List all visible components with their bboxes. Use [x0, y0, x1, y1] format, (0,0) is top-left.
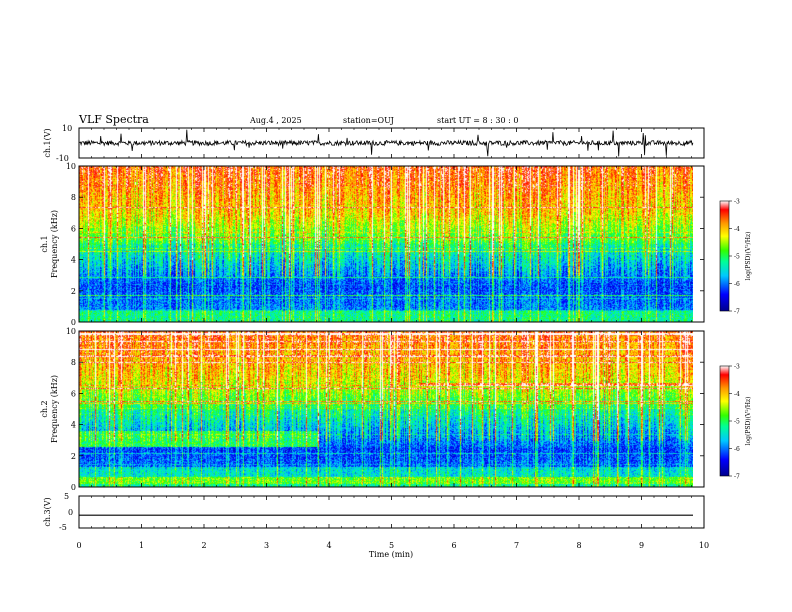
x-tick-label: 0 [76, 541, 81, 550]
ch2-spec-ylabel-ch: ch.2 [40, 400, 49, 417]
spectrogram-ytick-label: 6 [71, 224, 76, 233]
x-tick-label: 1 [139, 541, 144, 550]
ch1-spec-ylabel-freq: Frequency (kHz) [50, 210, 59, 278]
x-tick-label: 2 [201, 541, 206, 550]
colorbar-tick-label: -3 [734, 364, 740, 371]
ch3-ytick-middle: 0 [68, 508, 73, 517]
x-tick-label: 10 [699, 541, 709, 550]
spectrogram-ytick-label: 4 [71, 256, 76, 265]
x-tick-label: 4 [326, 541, 331, 550]
ch2-colorbar-label: log(PSD)(V²/Hz) [745, 397, 752, 446]
x-tick-label: 3 [264, 541, 269, 550]
station-label: station=OUJ [343, 116, 394, 125]
spectrogram-ytick-label: 2 [71, 287, 76, 296]
spectrogram-ytick-label: 10 [66, 327, 76, 336]
colorbar-tick-label: -5 [734, 254, 740, 261]
spectrogram-ytick-label: 6 [71, 389, 76, 398]
spectrogram-ytick-label: 10 [66, 162, 76, 171]
spectrogram-ytick-label: 8 [71, 358, 76, 367]
ch3-ytick-bottom: -5 [59, 523, 67, 532]
ch1-waveform-trace [78, 129, 694, 157]
colorbar-tick-label: -6 [734, 446, 740, 453]
ch2-spectrogram-image [79, 331, 693, 487]
ch1-colorbar [719, 200, 730, 312]
ch1-colorbar-label: log(PSD)(V²/Hz) [745, 232, 752, 281]
colorbar-tick-label: -6 [734, 281, 740, 288]
ch1-ytick-bottom: -10 [56, 154, 69, 163]
ch1-spec-ylabel-ch: ch.1 [40, 235, 49, 252]
ch3-waveform-panel: 5 -5 ch.3(V) [43, 492, 705, 532]
start-ut-label: start UT = 8 : 30 : 0 [437, 116, 518, 125]
colorbar-tick-label: -5 [734, 419, 740, 426]
colorbar-tick-label: -7 [734, 474, 740, 481]
figure-title: VLF Spectra [78, 113, 149, 126]
colorbar-tick-label: -4 [734, 226, 740, 233]
spectrogram-ytick-label: 4 [71, 421, 76, 430]
ch3-ylabel: ch.3(V) [43, 497, 52, 526]
ch1-spectrogram-image [79, 166, 693, 322]
x-axis-label: Time (min) [369, 550, 413, 559]
x-tick-label: 6 [451, 541, 456, 550]
spectrogram-ytick-label: 2 [71, 452, 76, 461]
date-label: Aug.4 , 2025 [249, 116, 302, 125]
colorbar-tick-label: -3 [734, 199, 740, 206]
ch2-spec-ylabel-freq: Frequency (kHz) [50, 375, 59, 443]
spectrogram-ytick-label: 0 [71, 483, 76, 492]
x-tick-label: 9 [639, 541, 644, 550]
ch1-ylabel: ch.1(V) [43, 128, 52, 157]
x-tick-label: 8 [576, 541, 581, 550]
colorbar-tick-label: -7 [734, 309, 740, 316]
ch1-ytick-top: 10 [62, 124, 72, 133]
ch1-waveform-panel: 10 -10 ch.1(V) [43, 124, 705, 163]
spectrogram-ytick-label: 8 [71, 193, 76, 202]
ch2-colorbar [719, 365, 730, 477]
ch3-ytick-top: 5 [64, 492, 69, 501]
spectrogram-ytick-label: 0 [71, 318, 76, 327]
colorbar-tick-label: -4 [734, 391, 740, 398]
x-tick-label: 5 [389, 541, 394, 550]
x-tick-label: 7 [514, 541, 519, 550]
